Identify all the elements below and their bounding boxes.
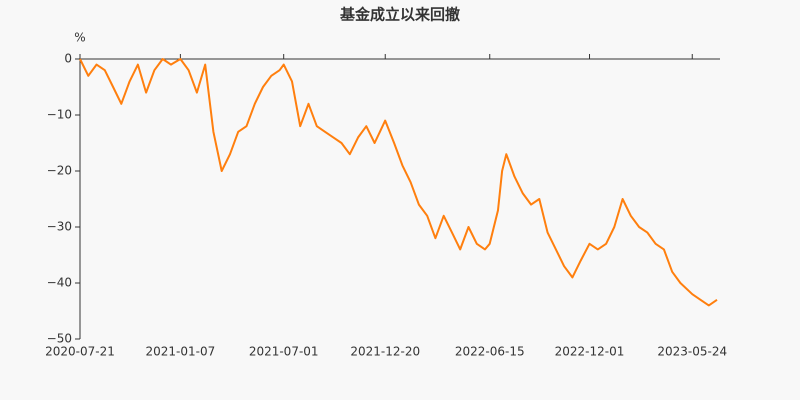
x-tick-label: 2021-12-20: [350, 345, 420, 359]
y-axis-label: %: [74, 31, 85, 45]
x-tick-label: 2021-01-07: [145, 345, 215, 359]
x-tick-label: 2020-07-21: [45, 345, 115, 359]
y-tick-label: −10: [47, 108, 72, 122]
y-tick-label: −20: [47, 164, 72, 178]
y-tick-label: 0: [64, 52, 72, 66]
y-tick-label: −50: [47, 332, 72, 346]
x-tick-label: 2022-06-15: [455, 345, 525, 359]
y-tick-label: −40: [47, 276, 72, 290]
chart-title: 基金成立以来回撤: [339, 6, 460, 24]
x-tick-label: 2023-05-24: [657, 345, 727, 359]
y-tick-label: −30: [47, 220, 72, 234]
x-tick-label: 2021-07-01: [249, 345, 319, 359]
x-tick-label: 2022-12-01: [555, 345, 625, 359]
drawdown-line: [79, 58, 718, 307]
